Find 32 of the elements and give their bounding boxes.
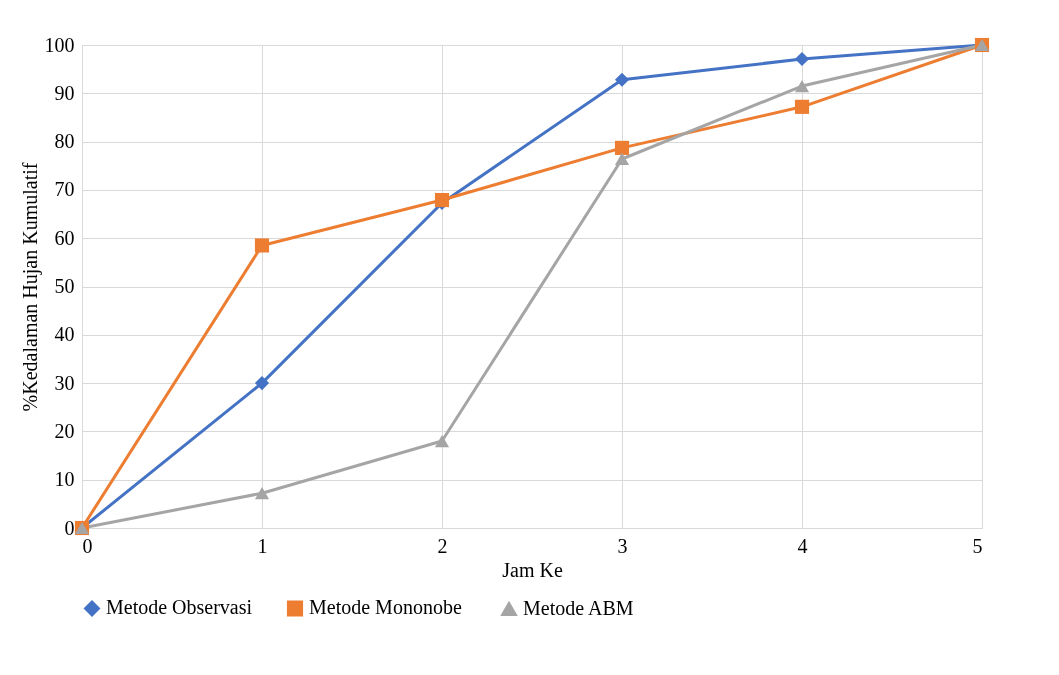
point [254,238,270,253]
y-tick-label: 50 [54,275,75,297]
point [794,79,810,93]
y-tick-label: 10 [54,468,75,491]
x-tick-label: 0 [82,534,93,557]
y-tick-label: 0 [64,516,75,539]
legend-label: Metode Mononobe [309,596,462,619]
x-tick-label: 1 [257,534,268,557]
y-tick-label: 60 [54,226,75,249]
x-tick-label: 4 [797,534,808,557]
x-tick-label: 3 [617,534,628,557]
point [614,152,630,166]
x-axis-title: Jam Ke [502,558,563,581]
y-tick-label: 90 [54,81,75,104]
point [614,72,630,87]
point [434,434,450,448]
point [254,376,270,391]
y-tick-label: 100 [44,33,75,56]
y-tick-label: 40 [54,323,75,346]
legend-label: Metode Observasi [106,596,253,619]
x-tick-label: 2 [437,534,448,557]
point [794,99,810,114]
point [794,51,810,67]
point [254,487,270,500]
legend-label: Metode ABM [523,596,634,619]
y-axis-title: %Kedalaman Hujan Kumulatif [18,162,42,412]
y-tick-label: 20 [54,419,75,442]
y-tick-label: 70 [54,178,75,201]
y-tick-label: 30 [54,371,75,394]
point [614,140,630,155]
y-tick-label: 80 [54,130,75,153]
x-tick-label: 5 [972,534,983,557]
